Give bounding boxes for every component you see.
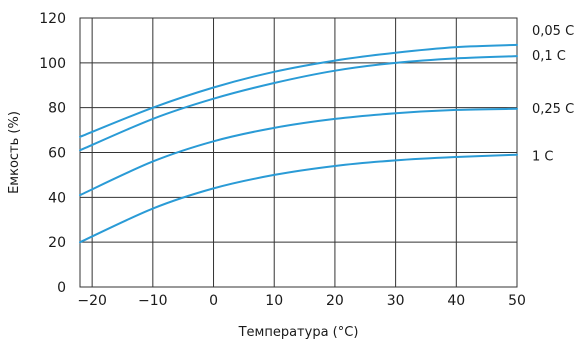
y-tick-label: 100 [39,56,66,72]
series-line [79,43,518,138]
series-line [79,55,518,152]
series-label: 0,05 C [532,24,574,39]
y-tick-label: 0 [57,280,66,296]
series-line [79,107,518,197]
series-label: 0,1 C [532,49,566,64]
x-tick-label: 50 [508,293,526,309]
x-tick-label: 20 [326,293,344,309]
x-tick-label: 30 [387,293,405,309]
x-tick-label: 0 [209,293,218,309]
x-tick-label: 40 [447,293,465,309]
y-tick-label: 80 [48,101,66,117]
series-labels: 0,05 C 0,1 C 0,25 C 1 C [532,24,574,165]
series-line [79,153,518,244]
series-label: 0,25 C [532,102,574,117]
series-label: 1 C [532,150,553,165]
x-axis-title: Температура (°C) [238,325,359,340]
y-tick-label: 40 [48,190,66,206]
x-tick-label: −20 [77,293,107,309]
series-lines [79,43,518,244]
x-tick-label: 10 [265,293,283,309]
y-tick-label: 20 [48,235,66,251]
y-axis-title: Емкость (%) [7,111,22,194]
x-tick-label: −10 [138,293,168,309]
y-tick-label: 60 [48,146,66,162]
y-tick-label: 120 [39,11,66,27]
tick-labels: 0 20 40 60 80 100 120 −20 −10 0 10 20 30 40 50 [39,11,526,309]
